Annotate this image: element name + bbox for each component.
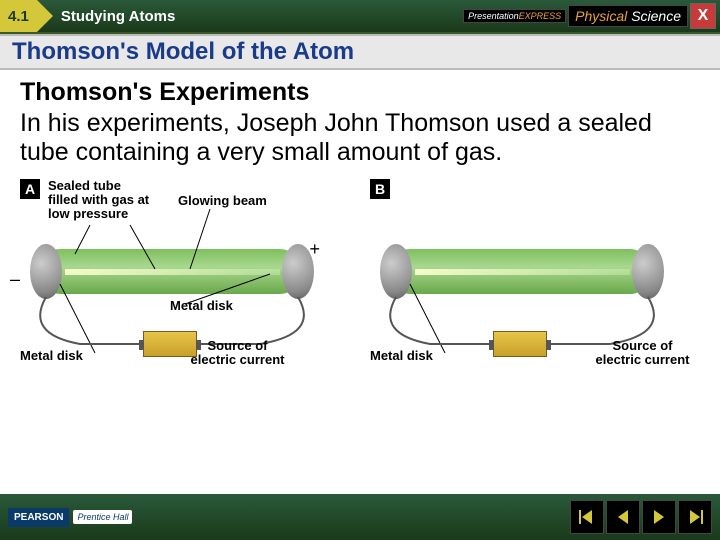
diagram-b: B Metal disk Source of electric current [370, 179, 700, 369]
badge-prefix: Presentation [468, 11, 519, 21]
next-page-button[interactable] [642, 500, 676, 534]
header-left: 4.1 Studying Atoms [0, 0, 175, 32]
last-page-icon [686, 508, 704, 526]
first-page-button[interactable] [570, 500, 604, 534]
section-number: 4.1 [0, 0, 37, 32]
presentation-express-badge: PresentationEXPRESS [463, 9, 566, 23]
label-source-a: Source of electric current [190, 339, 285, 368]
diagram-row: A Sealed tube filled with gas at low pre… [20, 179, 700, 369]
content-area: Thomson's Experiments In his experiments… [0, 70, 720, 377]
battery-b [493, 331, 547, 357]
nav-buttons [570, 500, 712, 534]
pearson-logo: PEARSON [8, 508, 69, 527]
label-metal-disk-left-a: Metal disk [20, 349, 83, 363]
title-row: Thomson's Model of the Atom [0, 34, 720, 70]
product-name: Physical Science [568, 5, 688, 27]
content-body: In his experiments, Joseph John Thomson … [20, 109, 700, 167]
product-suffix: Science [631, 8, 681, 24]
prentice-hall-logo: Prentice Hall [73, 510, 132, 524]
battery-a [143, 331, 197, 357]
publisher-logo-group: PEARSON Prentice Hall [8, 508, 132, 527]
label-source-b: Source of electric current [595, 339, 690, 368]
prev-page-icon [614, 508, 632, 526]
next-page-icon [650, 508, 668, 526]
header-right: PresentationEXPRESS Physical Science X [463, 3, 720, 29]
diagram-a: A Sealed tube filled with gas at low pre… [20, 179, 350, 369]
header-bar: 4.1 Studying Atoms PresentationEXPRESS P… [0, 0, 720, 32]
last-page-button[interactable] [678, 500, 712, 534]
close-button[interactable]: X [690, 3, 716, 29]
label-metal-disk-right-a: Metal disk [170, 299, 233, 313]
section-title: Studying Atoms [61, 8, 175, 25]
content-subtitle: Thomson's Experiments [20, 78, 700, 107]
minus-sign: – [10, 269, 20, 290]
footer-bar: PEARSON Prentice Hall [0, 494, 720, 540]
first-page-icon [578, 508, 596, 526]
label-metal-disk-left-b: Metal disk [370, 349, 433, 363]
prev-page-button[interactable] [606, 500, 640, 534]
product-prefix: Physical [575, 8, 627, 24]
page-title: Thomson's Model of the Atom [12, 38, 708, 66]
badge-suffix: EXPRESS [519, 11, 562, 21]
